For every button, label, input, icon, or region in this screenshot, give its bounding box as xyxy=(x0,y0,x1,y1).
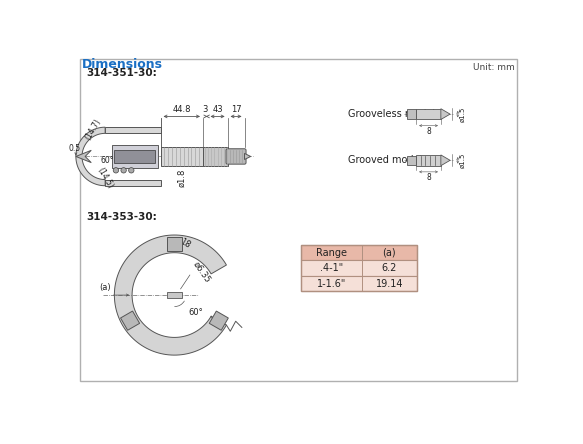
Text: 1-1.6": 1-1.6" xyxy=(317,278,346,289)
Text: 17: 17 xyxy=(231,105,241,114)
Text: 3: 3 xyxy=(202,105,208,114)
Text: 44.8: 44.8 xyxy=(173,105,191,114)
Polygon shape xyxy=(105,127,160,133)
Text: 0.5: 0.5 xyxy=(68,144,80,153)
Text: Grooveless model: Grooveless model xyxy=(347,109,435,119)
Circle shape xyxy=(121,168,127,173)
FancyBboxPatch shape xyxy=(416,155,441,166)
FancyBboxPatch shape xyxy=(226,149,246,164)
Polygon shape xyxy=(209,311,229,330)
FancyBboxPatch shape xyxy=(80,59,517,381)
Text: ø1.5: ø1.5 xyxy=(459,153,465,168)
Text: 60°: 60° xyxy=(188,308,203,317)
FancyBboxPatch shape xyxy=(301,245,417,261)
FancyBboxPatch shape xyxy=(407,156,416,165)
Text: 314-351-30:: 314-351-30: xyxy=(87,68,157,78)
Text: 19.14: 19.14 xyxy=(375,278,403,289)
Text: ø1.5: ø1.5 xyxy=(459,107,465,122)
Text: (a): (a) xyxy=(99,283,111,292)
Text: .4-1": .4-1" xyxy=(320,263,343,273)
Polygon shape xyxy=(167,237,181,251)
Text: ø6.35: ø6.35 xyxy=(191,260,212,284)
Polygon shape xyxy=(76,151,92,163)
FancyBboxPatch shape xyxy=(301,276,417,291)
Polygon shape xyxy=(114,235,226,355)
Circle shape xyxy=(129,168,134,173)
FancyBboxPatch shape xyxy=(301,261,417,276)
Text: 6.2: 6.2 xyxy=(382,263,397,273)
Text: (14.5): (14.5) xyxy=(95,166,114,190)
Polygon shape xyxy=(441,155,450,166)
FancyBboxPatch shape xyxy=(203,147,227,166)
Text: Unit: mm: Unit: mm xyxy=(473,63,515,71)
Circle shape xyxy=(113,168,118,173)
Text: 8: 8 xyxy=(426,174,431,182)
Text: Range: Range xyxy=(316,248,347,258)
Text: ø1.8: ø1.8 xyxy=(178,169,187,187)
Polygon shape xyxy=(105,179,160,186)
Text: (14.7): (14.7) xyxy=(83,117,103,141)
Text: 314-353-30:: 314-353-30: xyxy=(87,212,157,222)
Text: 18: 18 xyxy=(178,237,192,250)
FancyBboxPatch shape xyxy=(160,147,203,166)
FancyBboxPatch shape xyxy=(407,110,416,119)
Text: 60°: 60° xyxy=(100,156,114,165)
Polygon shape xyxy=(121,311,140,330)
FancyBboxPatch shape xyxy=(416,109,441,119)
FancyBboxPatch shape xyxy=(167,292,182,298)
FancyBboxPatch shape xyxy=(114,150,155,163)
Text: Grooved model: Grooved model xyxy=(347,155,422,165)
FancyBboxPatch shape xyxy=(112,145,158,168)
Text: (a): (a) xyxy=(382,248,396,258)
Polygon shape xyxy=(244,153,251,159)
Text: Dimensions: Dimensions xyxy=(82,58,163,71)
Polygon shape xyxy=(76,127,105,186)
Text: 8: 8 xyxy=(426,127,431,136)
Text: 43: 43 xyxy=(212,105,223,114)
Polygon shape xyxy=(441,109,450,119)
